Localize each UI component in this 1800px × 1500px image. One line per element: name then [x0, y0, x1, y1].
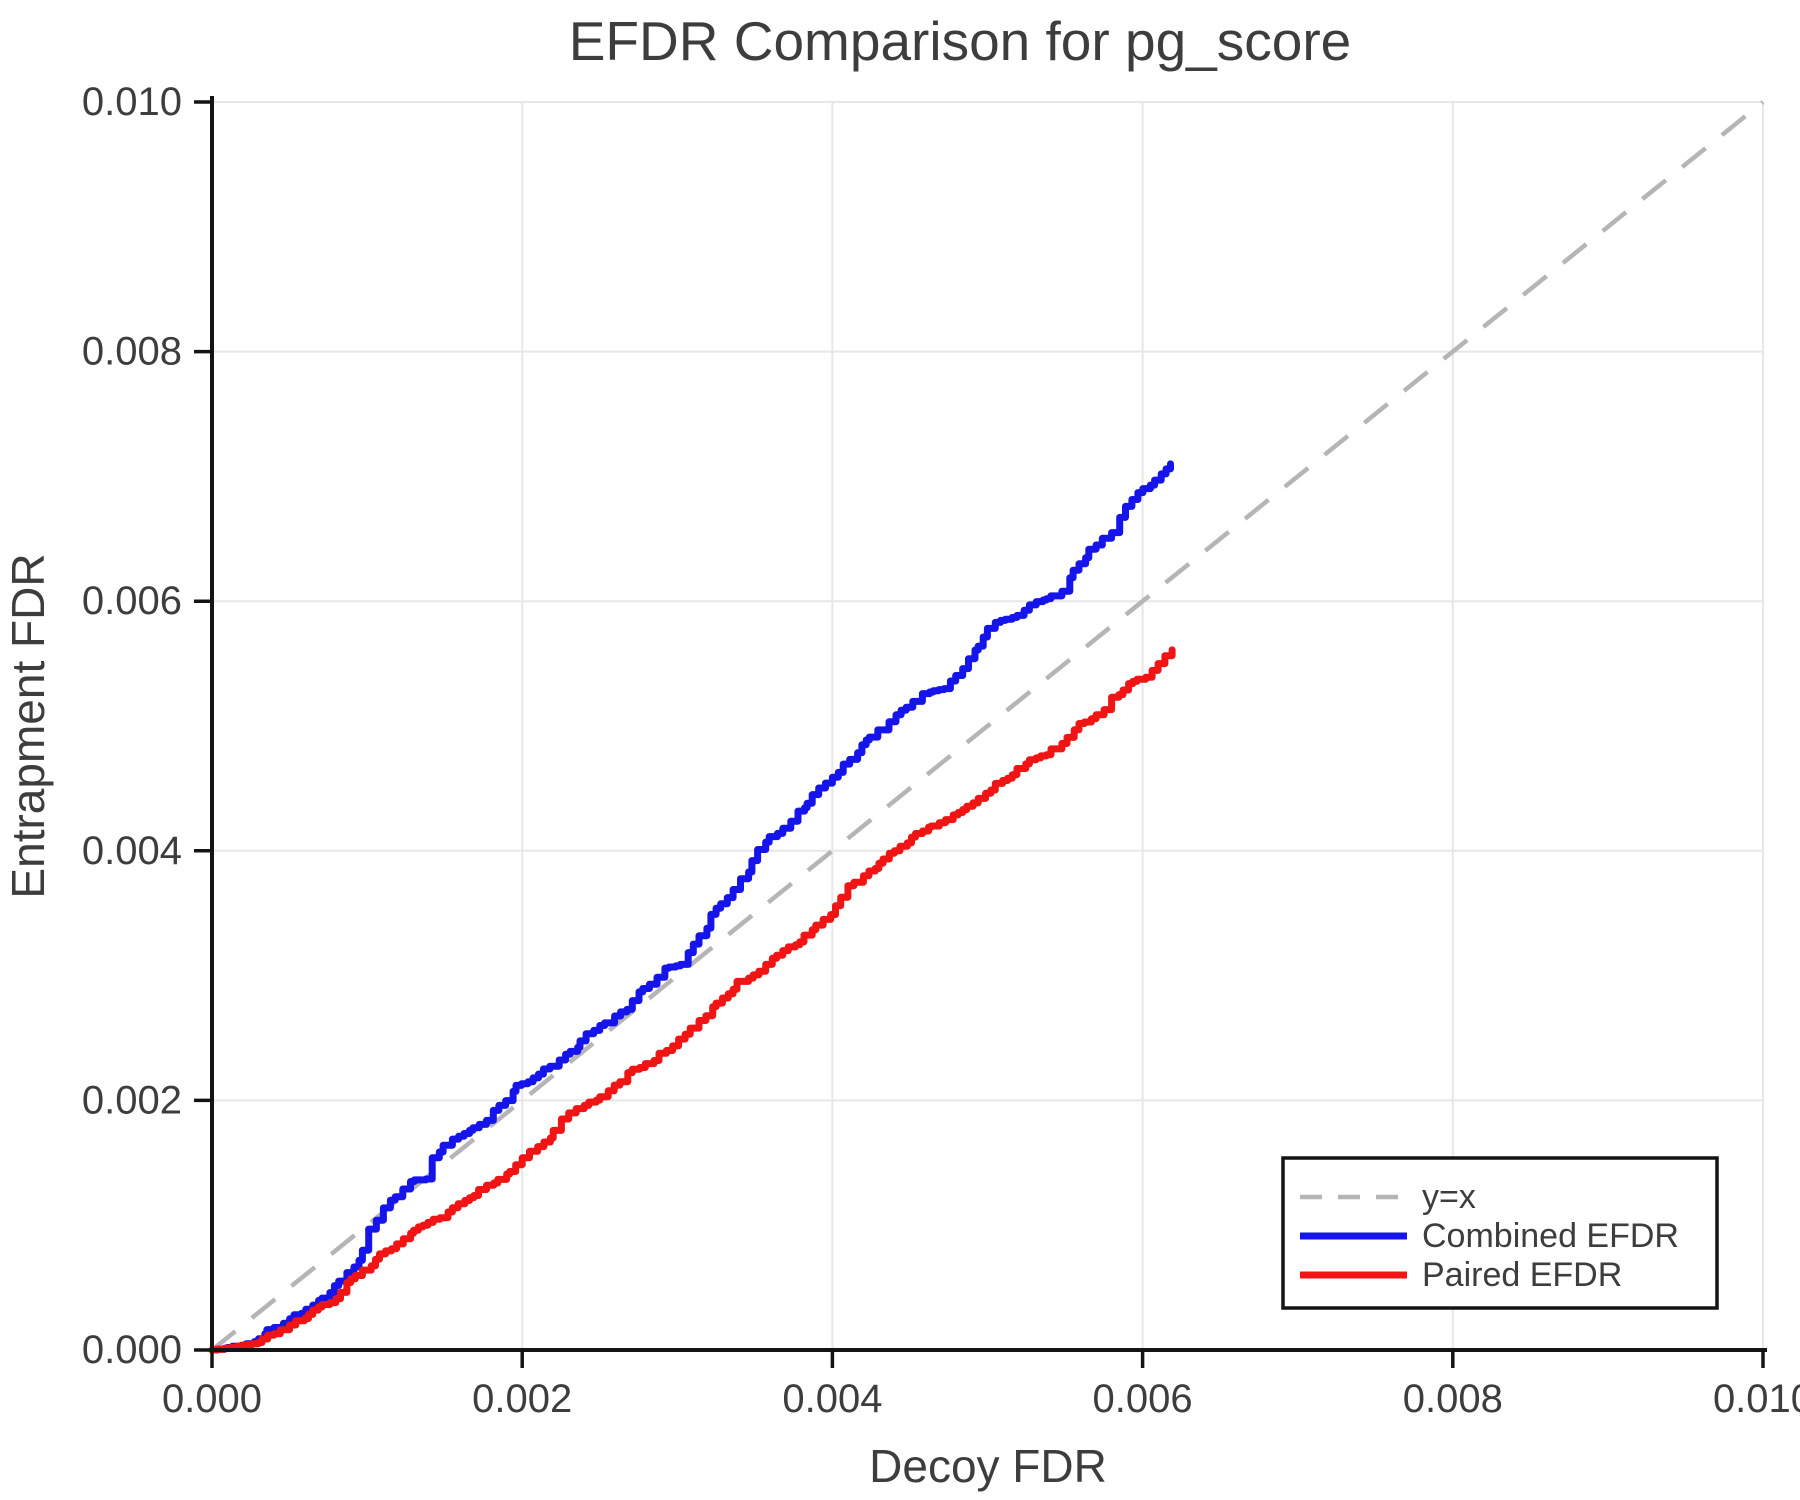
- combined-efdr-line: [208, 460, 1174, 1354]
- y-tick-labels: 0.000 0.002 0.004 0.006 0.008 0.010: [82, 80, 182, 1372]
- legend-label-combined: Combined EFDR: [1422, 1217, 1679, 1255]
- y-tick-label: 0.006: [82, 579, 182, 623]
- legend: y=x Combined EFDR Paired EFDR: [1281, 1156, 1719, 1310]
- yx-reference-line: [210, 100, 1765, 1352]
- x-tick-labels: 0.000 0.002 0.004 0.006 0.008 0.010: [162, 1377, 1800, 1421]
- legend-label-paired: Paired EFDR: [1422, 1256, 1622, 1294]
- x-tick-label: 0.004: [782, 1377, 882, 1421]
- axes: [194, 96, 1767, 1368]
- y-tick-label: 0.010: [82, 80, 182, 124]
- legend-entry-yx: y=x: [1300, 1178, 1476, 1216]
- x-tick-label: 0.008: [1403, 1377, 1503, 1421]
- y-tick-label: 0.002: [82, 1078, 182, 1122]
- y-tick-label: 0.004: [82, 829, 182, 873]
- legend-entry-combined: Combined EFDR: [1300, 1217, 1679, 1255]
- x-tick-label: 0.000: [162, 1377, 262, 1421]
- x-tick-label: 0.006: [1093, 1377, 1193, 1421]
- legend-label-yx: y=x: [1422, 1178, 1476, 1216]
- chart-title: EFDR Comparison for pg_score: [569, 10, 1352, 72]
- paired-efdr-line: [208, 646, 1176, 1354]
- x-tick-label: 0.002: [472, 1377, 572, 1421]
- y-axis-label: Entrapment FDR: [2, 553, 54, 898]
- x-axis-label: Decoy FDR: [869, 1440, 1107, 1492]
- y-tick-label: 0.008: [82, 330, 182, 374]
- x-tick-label: 0.010: [1713, 1377, 1800, 1421]
- legend-entry-paired: Paired EFDR: [1300, 1256, 1622, 1294]
- gridlines: [212, 101, 1764, 1350]
- y-tick-label: 0.000: [82, 1328, 182, 1372]
